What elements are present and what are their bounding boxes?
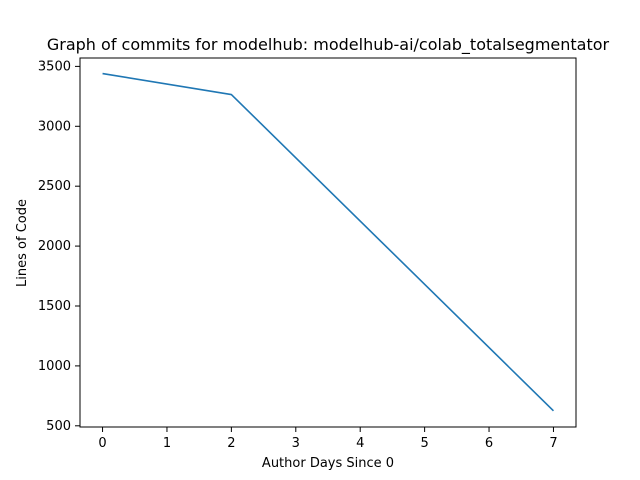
y-tick-label: 500	[46, 419, 71, 434]
x-tick-label: 6	[485, 436, 493, 451]
x-axis-ticks: 0 1 2 3 4 5 6 7	[98, 427, 558, 451]
x-axis-label: Author Days Since 0	[262, 456, 394, 471]
series-layer	[102, 72, 555, 412]
x-tick-label: 4	[356, 436, 364, 451]
y-tick-label: 3500	[38, 59, 71, 74]
x-tick-label: 3	[292, 436, 300, 451]
y-tick-label: 2000	[38, 239, 71, 254]
plot-frame	[79, 57, 577, 428]
x-tick-label: 5	[420, 436, 428, 451]
y-tick-label: 1000	[38, 359, 71, 374]
chart-title: Graph of commits for modelhub: modelhub-…	[47, 35, 610, 55]
x-tick-label: 2	[227, 436, 235, 451]
x-tick-label: 0	[98, 436, 106, 451]
x-tick-label: 1	[163, 436, 171, 451]
y-tick-label: 2500	[38, 179, 71, 194]
series-line	[102, 72, 555, 412]
y-tick-label: 3000	[38, 119, 71, 134]
y-axis-label: Lines of Code	[15, 199, 30, 287]
x-tick-label: 7	[549, 436, 557, 451]
y-axis-ticks: 500 1000 1500 2000 2500 3000 3500	[38, 59, 80, 434]
y-tick-label: 1500	[38, 299, 71, 314]
